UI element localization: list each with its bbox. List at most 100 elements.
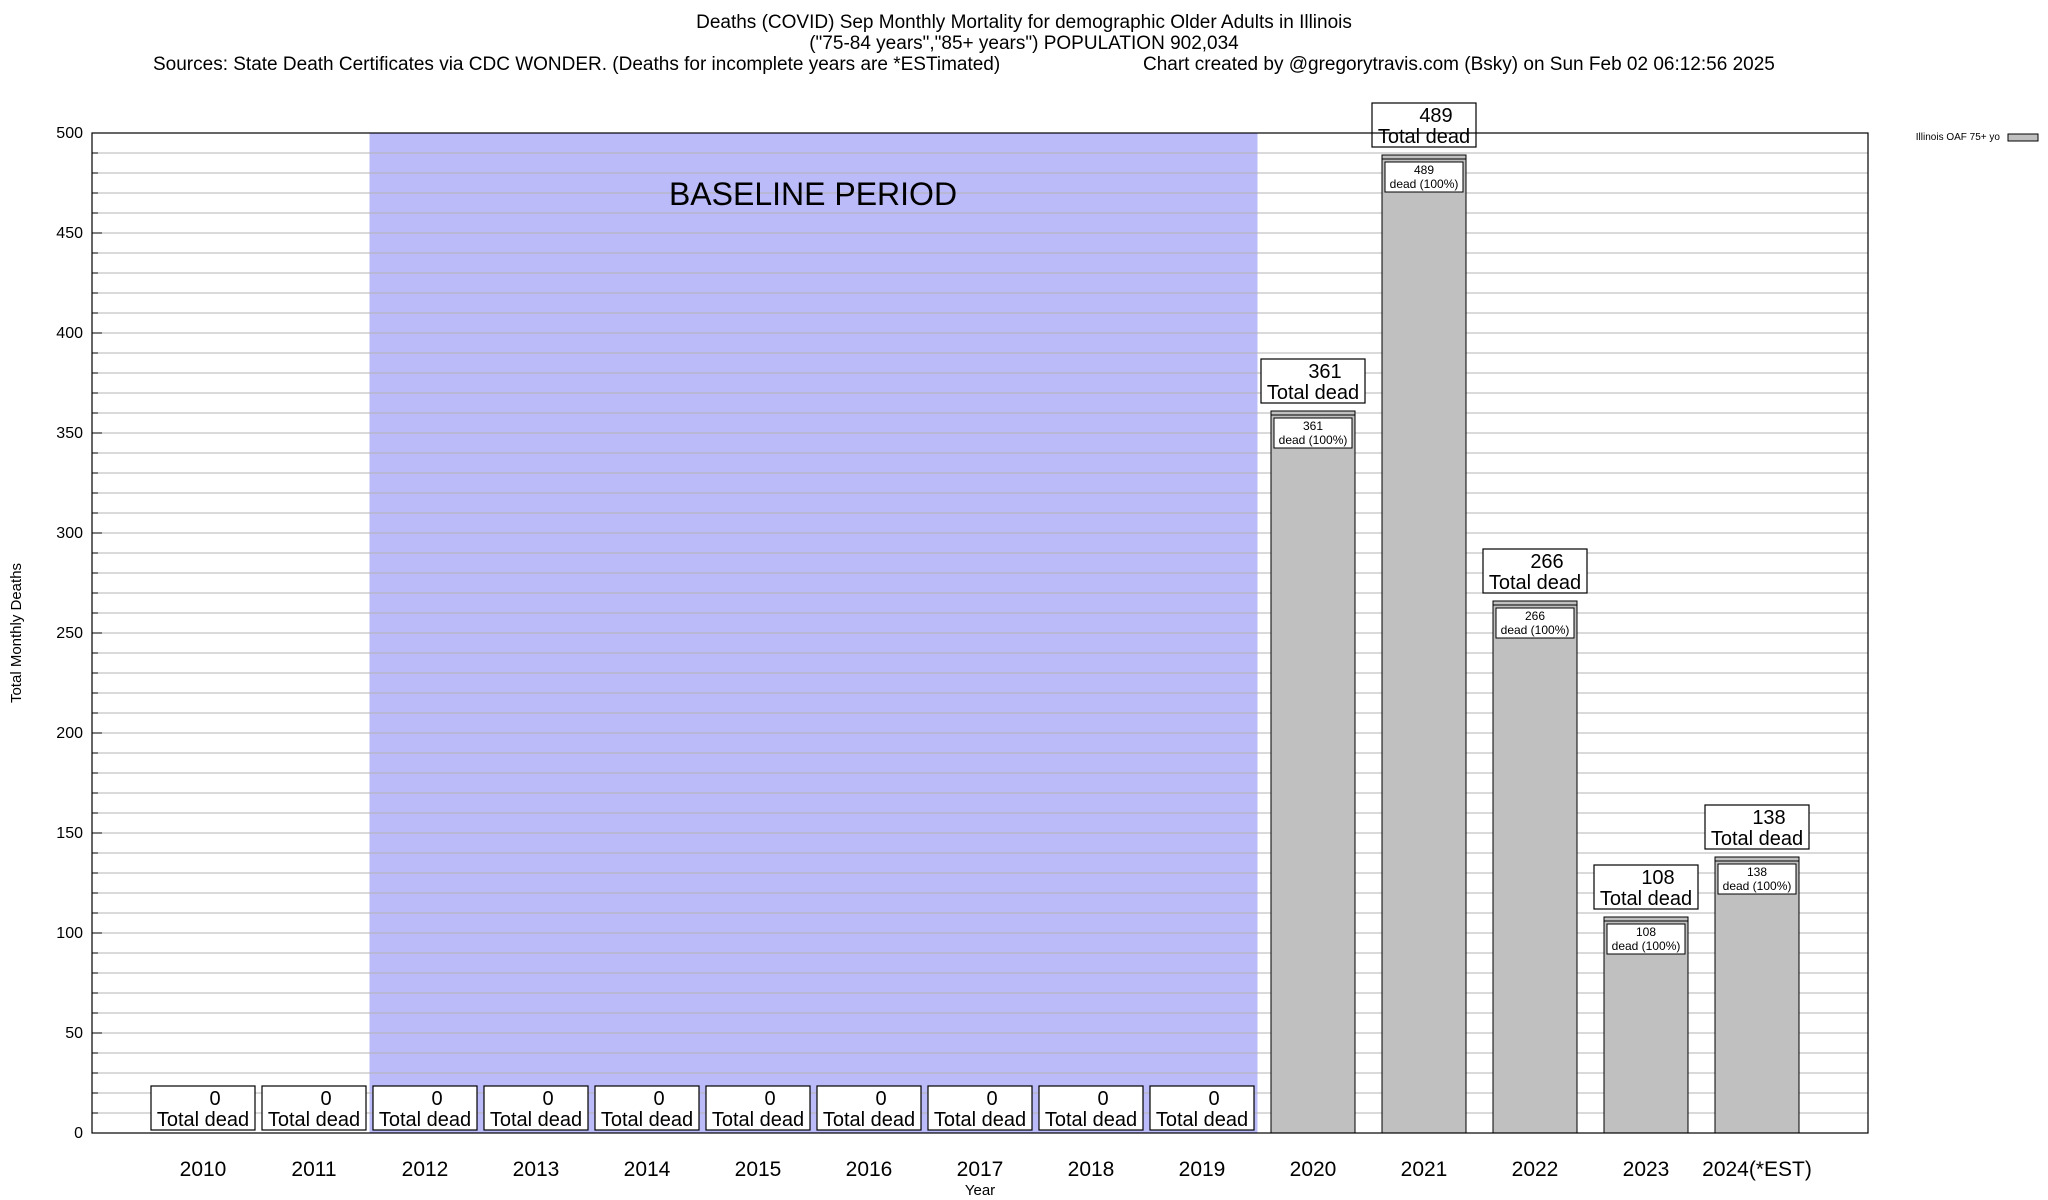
x-tick-label: 2019 (1179, 1158, 1226, 1181)
total-label-text: Total dead (934, 1109, 1026, 1131)
total-label-value: 0 (653, 1088, 664, 1110)
total-label-value: 0 (1208, 1088, 1219, 1110)
total-label-box (1038, 1085, 1144, 1131)
inner-label-value: 489 (1414, 163, 1434, 177)
x-tick-label: 2024(*EST) (1702, 1158, 1812, 1181)
y-tick-label: 500 (56, 125, 83, 142)
total-label-box (150, 1085, 256, 1131)
inner-label-text: dead (100%) (1390, 177, 1459, 191)
total-label-box (261, 1085, 367, 1131)
title-line-1: Deaths (COVID) Sep Monthly Mortality for… (696, 12, 1352, 33)
total-label-text: Total dead (1489, 572, 1581, 594)
total-label-text: Total dead (1045, 1109, 1137, 1131)
chart-credit: Chart created by @gregorytravis.com (Bsk… (1143, 54, 1775, 75)
total-label-box (1704, 804, 1810, 850)
legend-swatch (2007, 133, 2039, 142)
x-tick-label: 2015 (735, 1158, 782, 1181)
y-tick-label: 200 (56, 725, 83, 742)
y-tick-label: 350 (56, 425, 83, 442)
x-tick-label: 2018 (1068, 1158, 1115, 1181)
total-label-value: 489 (1419, 105, 1452, 127)
y-tick-label: 300 (56, 525, 83, 542)
y-tick-label: 150 (56, 825, 83, 842)
total-label-box (372, 1085, 478, 1131)
total-label-box (1593, 864, 1699, 910)
inner-label-value: 266 (1525, 609, 1545, 623)
y-tick-label: 50 (65, 1025, 83, 1042)
x-tick-label: 2022 (1512, 1158, 1559, 1181)
bar (1381, 154, 1467, 1134)
x-tick-label: 2016 (846, 1158, 893, 1181)
total-label-text: Total dead (1378, 126, 1470, 148)
inner-label-box (1384, 161, 1464, 193)
x-tick-label: 2021 (1401, 1158, 1448, 1181)
total-label-box (483, 1085, 589, 1131)
total-label-text: Total dead (1600, 888, 1692, 910)
total-label-value: 0 (875, 1088, 886, 1110)
total-label-value: 0 (1097, 1088, 1108, 1110)
total-label-box (1371, 102, 1477, 148)
total-label-text: Total dead (490, 1109, 582, 1131)
inner-label-text: dead (100%) (1723, 879, 1792, 893)
y-tick-label: 250 (56, 625, 83, 642)
inner-label-text: dead (100%) (1279, 433, 1348, 447)
total-label-box (594, 1085, 700, 1131)
x-tick-label: 2017 (957, 1158, 1004, 1181)
legend-label: Illinois OAF 75+ yo (1916, 132, 2001, 143)
total-label-value: 0 (986, 1088, 997, 1110)
title-line-2: ("75-84 years","85+ years") POPULATION 9… (809, 33, 1239, 54)
y-tick-label: 400 (56, 325, 83, 342)
total-label-value: 0 (431, 1088, 442, 1110)
y-axis-label: Total Monthly Deaths (8, 563, 25, 703)
y-tick-label: 100 (56, 925, 83, 942)
x-axis-label: Year (965, 1182, 995, 1199)
plot-border (91, 132, 1869, 1134)
total-label-text: Total dead (823, 1109, 915, 1131)
total-label-text: Total dead (379, 1109, 471, 1131)
total-label-box (1149, 1085, 1255, 1131)
total-label-box (705, 1085, 811, 1131)
total-label-box (1260, 358, 1366, 404)
inner-label-box (1273, 417, 1353, 449)
sources-note: Sources: State Death Certificates via CD… (153, 54, 1001, 75)
total-label-value: 361 (1308, 361, 1341, 383)
total-label-box (816, 1085, 922, 1131)
total-label-text: Total dead (712, 1109, 804, 1131)
bar (1714, 856, 1800, 1134)
inner-label-box (1717, 863, 1797, 895)
total-label-value: 0 (764, 1088, 775, 1110)
total-label-value: 0 (542, 1088, 553, 1110)
inner-label-box (1495, 607, 1575, 639)
total-label-value: 0 (320, 1088, 331, 1110)
baseline-label: BASELINE PERIOD (669, 176, 957, 212)
x-tick-label: 2011 (291, 1158, 336, 1181)
total-label-box (927, 1085, 1033, 1131)
bar (1270, 410, 1356, 1134)
x-tick-label: 2012 (402, 1158, 449, 1181)
y-tick-label: 450 (56, 225, 83, 242)
total-label-text: Total dead (1711, 828, 1803, 850)
x-tick-label: 2020 (1290, 1158, 1337, 1181)
inner-label-value: 108 (1636, 925, 1656, 939)
inner-label-value: 361 (1303, 419, 1323, 433)
total-label-text: Total dead (268, 1109, 360, 1131)
total-label-value: 138 (1752, 807, 1785, 829)
x-tick-label: 2014 (624, 1158, 671, 1181)
inner-label-box (1606, 923, 1686, 955)
x-tick-label: 2010 (180, 1158, 227, 1181)
inner-label-text: dead (100%) (1501, 623, 1570, 637)
total-label-text: Total dead (1267, 382, 1359, 404)
chart-title: Deaths (COVID) Sep Monthly Mortality for… (0, 12, 2048, 54)
total-label-text: Total dead (157, 1109, 249, 1131)
total-label-value: 108 (1641, 867, 1674, 889)
inner-label-value: 138 (1747, 865, 1767, 879)
total-label-value: 266 (1530, 551, 1563, 573)
total-label-text: Total dead (1156, 1109, 1248, 1131)
bar (1492, 600, 1578, 1134)
x-tick-label: 2023 (1623, 1158, 1670, 1181)
y-tick-label: 0 (74, 1125, 83, 1142)
total-label-value: 0 (209, 1088, 220, 1110)
total-label-box (1482, 548, 1588, 594)
inner-label-text: dead (100%) (1612, 939, 1681, 953)
